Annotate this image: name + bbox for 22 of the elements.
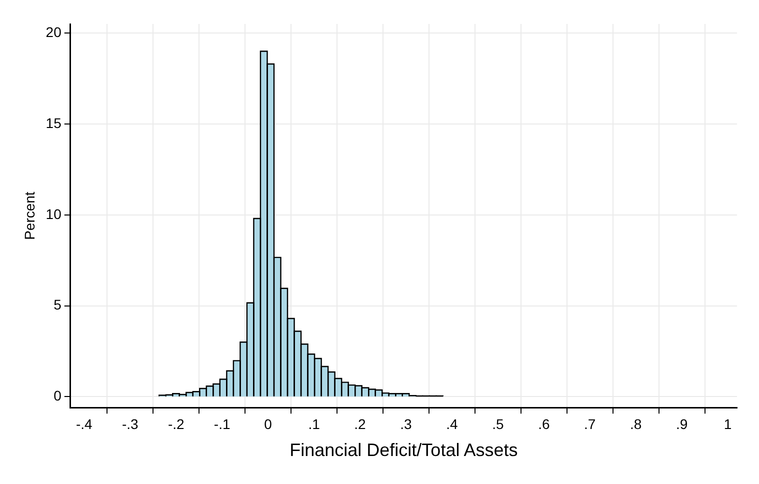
y-tick-label: 5 [54, 296, 62, 313]
x-tick-label: 1 [724, 416, 732, 432]
x-tick-label: .6 [538, 416, 550, 432]
x-tick-label: .9 [676, 416, 688, 432]
x-tick-label: .2 [354, 416, 366, 432]
x-axis-title: Financial Deficit/Total Assets [290, 440, 518, 460]
y-axis-title: Percent [21, 192, 38, 240]
x-tick-label: -.1 [214, 416, 230, 432]
x-tick-label: -.4 [76, 416, 93, 432]
x-tick-label: .5 [492, 416, 504, 432]
x-tick-label: -.2 [168, 416, 184, 432]
y-tick-label: 15 [46, 114, 62, 131]
x-tick-label: .4 [446, 416, 458, 432]
y-tick-label: 20 [46, 24, 62, 40]
x-tick-label: -.3 [122, 416, 139, 432]
x-tick-label: .8 [630, 416, 642, 432]
x-tick-label: .1 [308, 416, 320, 432]
y-tick-label: 10 [46, 206, 62, 222]
x-tick-label: 0 [264, 416, 272, 432]
y-tick-label: 0 [54, 388, 62, 404]
x-tick-label: .7 [584, 416, 596, 432]
x-tick-label: .3 [400, 416, 412, 432]
